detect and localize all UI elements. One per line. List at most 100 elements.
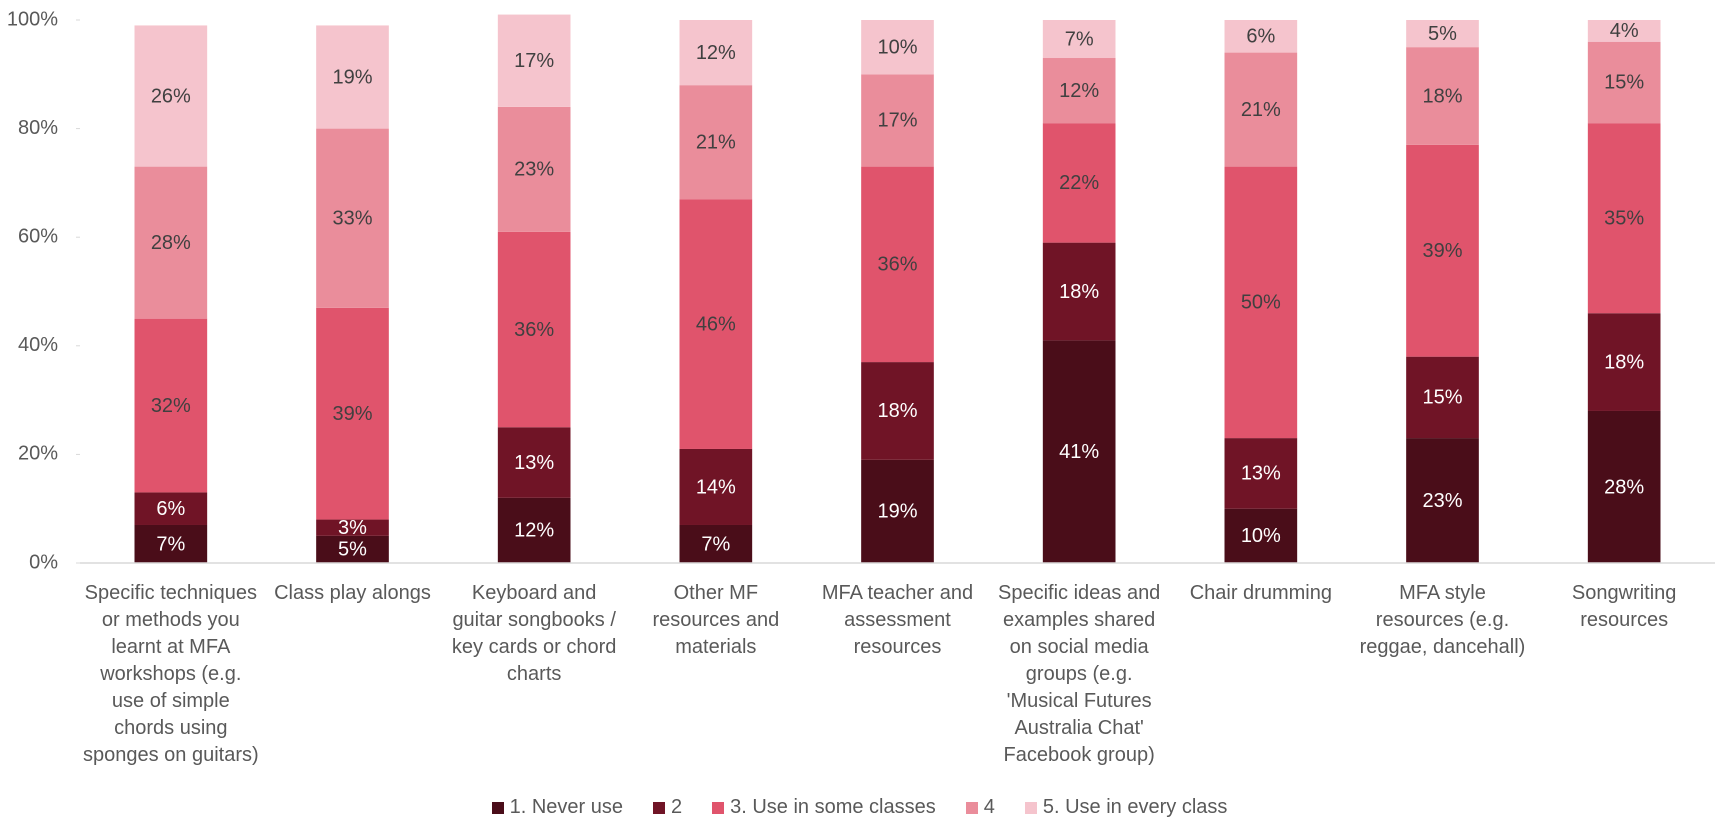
legend-label: 3. Use in some classes bbox=[730, 796, 936, 818]
bar-segment bbox=[134, 318, 208, 493]
value-label: 36% bbox=[877, 254, 917, 276]
value-label: 5% bbox=[338, 539, 367, 561]
x-tick-label: Class play alongs bbox=[274, 582, 431, 604]
bar-segment bbox=[679, 448, 753, 525]
value-label: 7% bbox=[156, 533, 185, 555]
value-label: 10% bbox=[1241, 525, 1281, 547]
bar-segment bbox=[1224, 508, 1298, 563]
legend-item: 1. Never use bbox=[491, 796, 623, 819]
value-label: 17% bbox=[514, 50, 554, 72]
bar-segment bbox=[497, 14, 571, 107]
legend-label: 4 bbox=[983, 796, 995, 818]
value-label: 17% bbox=[877, 110, 917, 132]
y-tick-label: 0% bbox=[29, 551, 58, 573]
y-tick-label: 80% bbox=[18, 117, 58, 139]
value-label: 14% bbox=[696, 476, 736, 498]
x-tick-label: Other MF resources and materials bbox=[652, 582, 780, 658]
bar-segment bbox=[134, 25, 208, 167]
bar-segment bbox=[679, 85, 753, 200]
bar-segment bbox=[316, 25, 389, 129]
bar-segment bbox=[1042, 123, 1116, 243]
legend: 1. Never use 2 3. Use in some classes 4 5. U… bbox=[0, 796, 1719, 819]
y-tick-label: 60% bbox=[18, 225, 58, 247]
y-tick-label: 100% bbox=[7, 8, 58, 30]
y-tick-label: 40% bbox=[18, 334, 58, 356]
bar-segment bbox=[1224, 438, 1298, 509]
bar-segment bbox=[1406, 47, 1479, 145]
value-label: 6% bbox=[1246, 26, 1275, 48]
y-tick-label: 20% bbox=[18, 443, 58, 465]
bar-segment bbox=[679, 524, 753, 563]
x-tick-label: Specific ideas and examples shared on so… bbox=[997, 582, 1161, 766]
bar-segment bbox=[316, 519, 389, 536]
value-label: 18% bbox=[877, 400, 917, 422]
value-label: 35% bbox=[1604, 207, 1644, 229]
value-label: 23% bbox=[1422, 490, 1462, 512]
bar-segment bbox=[1587, 41, 1661, 124]
value-label: 26% bbox=[151, 85, 191, 107]
bar-segment bbox=[1587, 20, 1661, 42]
bar-segment bbox=[1587, 123, 1661, 314]
value-label: 22% bbox=[1059, 172, 1099, 194]
value-label: 12% bbox=[514, 520, 554, 542]
legend-label: 2 bbox=[670, 796, 683, 818]
x-tick-label: MFA teacher and assessment resources bbox=[821, 582, 974, 658]
legend-swatch bbox=[1024, 801, 1037, 814]
value-label: 19% bbox=[332, 66, 372, 88]
legend-swatch bbox=[491, 801, 504, 814]
bar-segment bbox=[497, 106, 571, 232]
bar-segment bbox=[1587, 410, 1661, 563]
value-label: 32% bbox=[151, 395, 191, 417]
value-label: 21% bbox=[696, 131, 736, 153]
value-label: 7% bbox=[701, 533, 730, 555]
value-label: 18% bbox=[1422, 85, 1462, 107]
value-label: 15% bbox=[1422, 387, 1462, 409]
bar-segment bbox=[861, 362, 934, 460]
value-label: 33% bbox=[332, 207, 372, 229]
bar-segment bbox=[861, 20, 934, 75]
value-label: 18% bbox=[1059, 281, 1099, 303]
bar-segment bbox=[134, 166, 208, 319]
bar-segment bbox=[497, 231, 571, 428]
value-label: 12% bbox=[696, 42, 736, 64]
bar-segment bbox=[861, 74, 934, 167]
bar-segment bbox=[1406, 356, 1479, 439]
value-label: 5% bbox=[1428, 23, 1457, 45]
legend-item: 5. Use in every class bbox=[1024, 796, 1228, 819]
bar-segment bbox=[1042, 58, 1116, 124]
bar-segment bbox=[1042, 20, 1116, 59]
bar-segment bbox=[134, 524, 208, 563]
x-tick-label: MFA style resources (e.g. reggae, danceh… bbox=[1359, 582, 1526, 658]
value-label: 13% bbox=[514, 452, 554, 474]
value-label: 19% bbox=[877, 501, 917, 523]
x-tick-label: Specific techniques or methods you learn… bbox=[82, 582, 259, 766]
bar-segment bbox=[1587, 313, 1661, 411]
bar-segment bbox=[316, 128, 389, 308]
bar-segment bbox=[1406, 144, 1479, 357]
legend-swatch bbox=[965, 801, 978, 814]
bar-segment bbox=[1406, 438, 1479, 563]
value-label: 3% bbox=[338, 517, 367, 539]
bar-segment bbox=[1224, 166, 1298, 439]
bar-segment bbox=[1406, 20, 1479, 48]
value-label: 6% bbox=[156, 498, 185, 520]
legend-label: 1. Never use bbox=[509, 796, 623, 818]
value-label: 21% bbox=[1241, 99, 1281, 121]
value-label: 4% bbox=[1610, 20, 1639, 42]
bar-segment bbox=[316, 535, 389, 563]
legend-label: 5. Use in every class bbox=[1042, 796, 1228, 818]
bar-segment bbox=[861, 166, 934, 363]
x-tick-label: Songwriting resources bbox=[1571, 582, 1677, 631]
value-label: 36% bbox=[514, 319, 554, 341]
value-label: 28% bbox=[151, 232, 191, 254]
bar-segment bbox=[134, 492, 208, 525]
bar-segment bbox=[679, 199, 753, 449]
value-label: 7% bbox=[1065, 28, 1094, 50]
value-label: 39% bbox=[332, 403, 372, 425]
bar-segment bbox=[1042, 340, 1116, 563]
value-label: 15% bbox=[1604, 72, 1644, 94]
legend-swatch bbox=[652, 801, 665, 814]
value-label: 28% bbox=[1604, 476, 1644, 498]
